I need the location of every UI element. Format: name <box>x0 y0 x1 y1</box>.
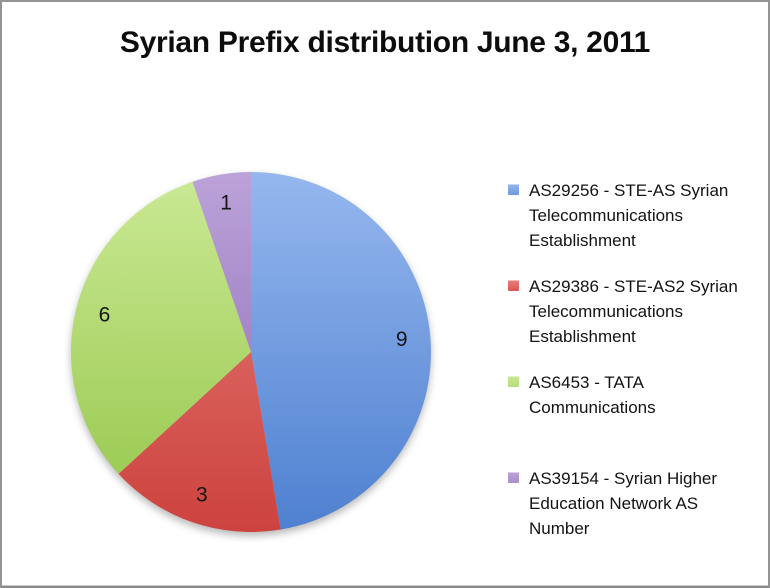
pie-slice-value-label: 9 <box>396 328 408 351</box>
legend-swatch-red-icon <box>508 280 519 291</box>
pie-slice-2 <box>71 181 251 474</box>
legend-item-as39154: AS39154 - Syrian Higher Education Networ… <box>508 466 760 562</box>
chart-title: Syrian Prefix distribution June 3, 2011 <box>119 26 651 59</box>
legend-swatch-green-icon <box>508 376 519 387</box>
legend-label: AS29256 - STE-AS Syrian Telecommunicatio… <box>529 181 729 250</box>
legend-item-as29256: AS29256 - STE-AS Syrian Telecommunicatio… <box>508 178 760 274</box>
pie-slice-1 <box>118 352 281 532</box>
legend-label: AS39154 - Syrian Higher Education Networ… <box>529 469 718 538</box>
pie-slice-value-label: 3 <box>196 484 208 507</box>
legend-swatch-blue-icon <box>508 184 519 195</box>
legend-swatch-purple-icon <box>508 472 519 483</box>
legend-label: AS6453 - TATA Communications <box>529 373 656 417</box>
legend: AS29256 - STE-AS Syrian Telecommunicatio… <box>508 178 760 562</box>
legend-item-as29386: AS29386 - STE-AS2 Syrian Telecommunicati… <box>508 274 760 370</box>
pie-slice-value-label: 6 <box>99 303 111 326</box>
pie-slice-value-label: 1 <box>220 191 232 214</box>
pie-slice-3 <box>192 172 251 352</box>
pie-slice-0 <box>251 172 431 530</box>
legend-item-as6453: AS6453 - TATA Communications <box>508 370 760 466</box>
legend-label: AS29386 - STE-AS2 Syrian Telecommunicati… <box>529 277 738 346</box>
pie-chart: 9 3 6 1 <box>71 172 431 532</box>
